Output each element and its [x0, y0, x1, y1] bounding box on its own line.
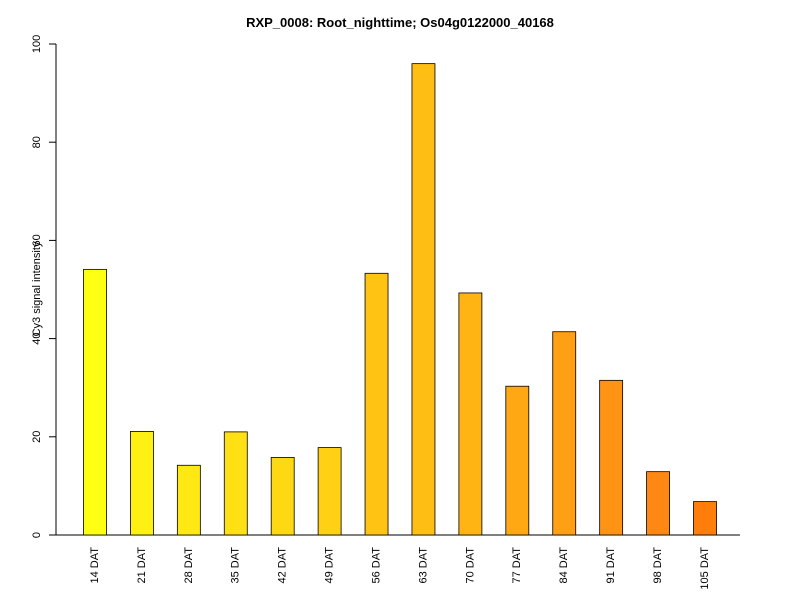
bar — [599, 379, 624, 536]
x-tick-label: 77 DAT — [511, 547, 523, 584]
bar — [458, 292, 483, 536]
bar — [552, 331, 577, 536]
y-tick-label: 0 — [31, 532, 43, 538]
y-tick-label: 100 — [31, 35, 43, 53]
x-tick-label: 98 DAT — [652, 547, 664, 584]
x-tick-label: 49 DAT — [324, 547, 336, 584]
bar — [83, 268, 107, 536]
y-axis-ticks: 0 20 40 60 80 100 — [31, 35, 56, 538]
bar — [223, 431, 248, 536]
bar — [317, 447, 342, 536]
x-tick-label: 91 DAT — [605, 547, 617, 584]
bar — [693, 501, 717, 536]
x-tick-label: 105 DAT — [699, 547, 711, 590]
bar — [270, 457, 295, 536]
y-tick-label: 20 — [31, 431, 43, 443]
bars-group — [83, 63, 717, 536]
y-tick-label: 60 — [31, 234, 43, 246]
x-tick-label: 84 DAT — [558, 547, 570, 584]
x-tick-label: 35 DAT — [230, 547, 242, 584]
x-tick-label: 14 DAT — [89, 547, 101, 584]
x-tick-label: 28 DAT — [183, 547, 195, 584]
x-axis-tick-labels: 14 DAT 21 DAT 28 DAT 35 DAT 42 DAT 49 DAT 56 D… — [89, 547, 711, 590]
x-tick-label: 70 DAT — [464, 547, 476, 584]
x-tick-label: 56 DAT — [370, 547, 382, 584]
bar — [411, 63, 436, 536]
bar — [130, 430, 154, 536]
x-tick-label: 21 DAT — [136, 547, 148, 584]
y-tick-label: 40 — [31, 332, 43, 344]
x-tick-label: 42 DAT — [277, 547, 289, 584]
bar — [505, 385, 530, 536]
bar — [176, 464, 201, 536]
x-tick-label: 63 DAT — [417, 547, 429, 584]
y-tick-label: 80 — [31, 136, 43, 148]
bar — [364, 272, 389, 536]
y-axis-label: Cy3 signal intensity — [31, 241, 43, 336]
chart-title: RXP_0008: Root_nighttime; Os04g0122000_4… — [246, 15, 554, 30]
bar — [646, 471, 670, 536]
